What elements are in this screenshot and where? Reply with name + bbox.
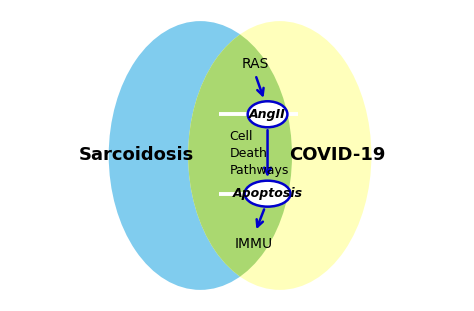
Text: Apoptosis: Apoptosis	[232, 187, 302, 200]
Text: AngII: AngII	[249, 108, 286, 121]
Text: COVID-19: COVID-19	[290, 146, 386, 165]
Ellipse shape	[248, 101, 287, 127]
Ellipse shape	[109, 21, 292, 290]
Text: Cell
Death
Pathways: Cell Death Pathways	[229, 131, 289, 178]
Ellipse shape	[245, 181, 291, 207]
Ellipse shape	[188, 21, 372, 290]
Text: RAS: RAS	[242, 57, 269, 71]
Ellipse shape	[109, 21, 292, 290]
Text: Sarcoidosis: Sarcoidosis	[79, 146, 194, 165]
Text: IMMU: IMMU	[235, 237, 273, 251]
